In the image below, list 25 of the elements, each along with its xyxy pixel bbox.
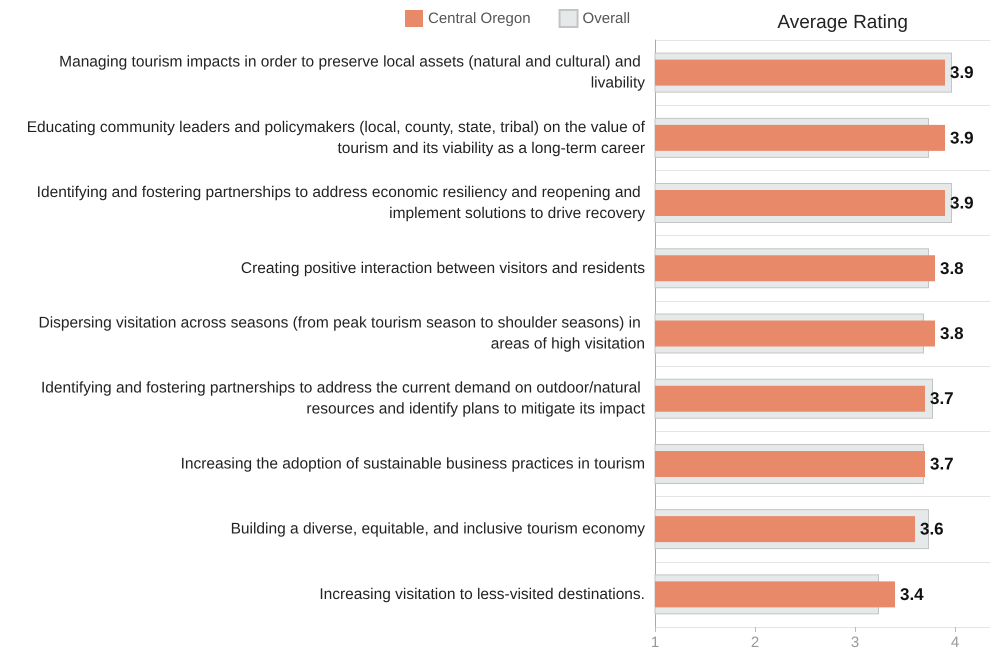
data-label: 3.6 (920, 520, 944, 539)
data-label: 3.8 (940, 324, 964, 343)
y-tick-label: Increasing visitation to less-visited destinations. (319, 586, 645, 603)
data-label: 3.8 (940, 258, 964, 278)
data-label: 3.7 (930, 389, 954, 408)
chart-title: Average Rating (777, 12, 908, 33)
y-tick-label: Managing tourism impacts in order to preserve local assets (natural and cultural) and livability (59, 54, 646, 92)
x-tick-label: 1 (650, 634, 660, 651)
y-tick-label: Increasing the adoption of sustainable business practices in tourism (180, 455, 645, 472)
y-tick-label: Creating positive interaction between visitors and residents (240, 260, 646, 277)
data-label: 3.9 (950, 194, 974, 213)
data-label: 3.9 (950, 128, 974, 148)
x-tick-label: 4 (950, 634, 960, 651)
legend-label: Overall (582, 10, 630, 27)
x-tick-label: 3 (850, 634, 860, 651)
y-tick-label: Dispersing visitation across seasons (from peak tourism season to shoulder seasons) in areas of high visitation (38, 314, 645, 352)
y-tick-label: Building a diverse, equitable, and inclusive tourism economy (230, 520, 646, 538)
x-tick-label: 2 (750, 634, 760, 651)
y-tick-label: Educating community leaders and policymakers (local, county, state, tribal) on the value of tourism and its viability as a long-term career (26, 118, 646, 157)
y-tick-label: Identifying and fostering partnerships to address economic resiliency and reopening and implement solutions to drive recovery (36, 184, 646, 222)
y-tick-label: Identifying and fostering partnerships to address the current demand on outdoor/natural resources and identify plans to mitigate its impact (40, 380, 646, 418)
legend-label: Central Oregon (428, 10, 531, 27)
data-label: 3.9 (950, 63, 974, 82)
data-label: 3.4 (900, 584, 924, 604)
data-label: 3.7 (930, 454, 954, 474)
